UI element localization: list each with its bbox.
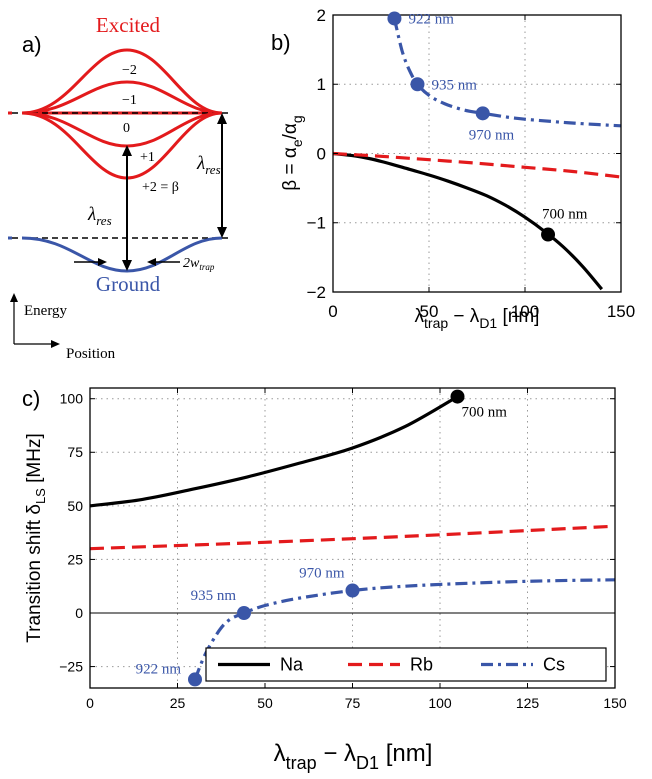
excited-label: Excited	[96, 13, 161, 37]
panel-c-series-group	[90, 395, 615, 681]
panel-b-y-tick-label: −2	[307, 283, 326, 302]
panel-c-x-tick-label: 75	[345, 695, 361, 711]
energy-axis-head	[10, 293, 18, 302]
panel-b-beta-chart: 0 50 100 150 −2 −1 0 1 2 b) 922 nm 935 nm 970 nm 700 …	[271, 6, 635, 331]
panel-c-series-na	[90, 395, 459, 508]
excited-level-p1	[21, 111, 223, 148]
level-label-p1: +1	[140, 150, 155, 165]
panel-c-y-axis-label: Transition shift δLS [MHz]	[24, 433, 48, 643]
panel-b-marker-label: 935 nm	[431, 77, 477, 93]
panel-c-series-cs	[193, 578, 615, 681]
lambda-res-outer-label: λres	[196, 153, 221, 177]
panel-b-marker-700-nm	[541, 227, 556, 242]
excited-level-m1	[21, 80, 223, 115]
panel-b-x-axis-label: λtrap − λD1 [nm]	[415, 306, 540, 331]
panel-a-label: a)	[22, 32, 42, 57]
lambda-res-arrow-inner-head-top	[122, 145, 132, 156]
panel-b-x-tick-label: 100	[511, 302, 539, 321]
panel-b-y-tick-label: 0	[317, 144, 326, 163]
width-label: 2wtrap	[183, 256, 215, 272]
panel-b-series-na	[333, 151, 604, 291]
width-arrow-right-head	[147, 258, 156, 266]
panel-c-marker-label: 700 nm	[462, 405, 508, 421]
panel-c-x-tick-label: 150	[603, 695, 627, 711]
panel-c-legend-label-rb: Rb	[410, 655, 433, 675]
panel-b-x-tick-label: 150	[607, 302, 635, 321]
panel-b-label: b)	[271, 30, 291, 55]
panel-b-x-tick-label: 50	[420, 302, 439, 321]
lambda-res-arrow-inner-head-bottom	[122, 260, 132, 271]
panel-b-y-axis-label: β = αe/αg	[280, 115, 305, 190]
level-label-p2: +2 = β	[142, 180, 179, 195]
panel-b-y-tick-label: 2	[317, 6, 326, 25]
panel-c-marker-label: 970 nm	[299, 566, 345, 582]
panel-c-legend-label-cs: Cs	[543, 655, 565, 675]
position-label: Position	[66, 346, 116, 362]
panel-c-x-tick-label: 50	[257, 695, 273, 711]
panel-b-y-tick-label: 1	[317, 75, 326, 94]
panel-b-marker-970-nm	[475, 106, 490, 121]
ground-label: Ground	[96, 272, 161, 296]
lambda-res-inner-label: λres	[87, 204, 112, 228]
panel-c-y-tick-label: 50	[67, 498, 83, 514]
panel-a-schematic: a) Excited −2 −1 0 +1 +2 = β λres λres 2…	[8, 13, 232, 362]
panel-c-label: c)	[22, 386, 40, 411]
position-axis-head	[51, 340, 60, 348]
panel-c-y-tick-label: 100	[60, 391, 84, 407]
panel-b-marker-label: 970 nm	[469, 127, 515, 143]
width-arrow-left-head	[98, 258, 107, 266]
panel-b-x-tick-label: 0	[328, 302, 337, 321]
panel-c-legend: Na Rb Cs	[205, 647, 607, 682]
panel-c-y-tick-label: −25	[59, 658, 83, 674]
panel-c-marker-label: 935 nm	[191, 588, 237, 604]
panel-c-y-tick-label: 75	[67, 444, 83, 460]
panel-c-x-tick-label: 25	[170, 695, 186, 711]
level-label-0: 0	[123, 121, 130, 136]
excited-level-m2	[21, 48, 223, 115]
energy-label: Energy	[24, 303, 68, 319]
panel-c-marker-label: 922 nm	[136, 661, 182, 677]
panel-c-marker-935-nm	[237, 606, 251, 620]
lambda-res-arrow-outer-head-top	[217, 113, 227, 124]
panel-c-x-tick-label: 100	[428, 695, 452, 711]
panel-c-marker-700-nm	[450, 389, 465, 404]
panel-b-y-tick-label: −1	[307, 214, 326, 233]
ground-level	[21, 236, 223, 273]
panel-c-legend-label-na: Na	[280, 655, 304, 675]
panel-b-series-group	[333, 18, 621, 291]
panel-c-marker-922-nm	[188, 672, 202, 687]
panel-c-x-tick-label: 0	[86, 695, 94, 711]
panel-c-legend-box	[205, 647, 607, 682]
panel-b-marker-922-nm	[387, 11, 402, 26]
panel-c-marker-970-nm	[345, 583, 360, 598]
level-label-m2: −2	[122, 63, 137, 78]
panel-c-x-tick-label: 125	[516, 695, 540, 711]
panel-b-series-rb	[333, 151, 621, 179]
panel-c-y-tick-label: 0	[75, 605, 83, 621]
lambda-res-arrow-outer-head-bottom	[217, 227, 227, 238]
panel-b-series-cs	[392, 18, 621, 128]
panel-c-series-rb	[90, 524, 615, 551]
panel-c-y-tick-label: 25	[67, 551, 83, 567]
panel-b-marker-935-nm	[410, 77, 425, 92]
panel-c-x-axis-label: λtrap − λD1 [nm]	[274, 740, 433, 773]
level-label-m1: −1	[122, 93, 137, 108]
panel-c-shift-chart: 0 25 50 75 100 125 150 −25 0 25 50 75 100 c) 922 nm 935…	[22, 386, 627, 773]
panel-b-marker-label: 922 nm	[408, 11, 454, 27]
panel-b-marker-label: 700 nm	[542, 207, 588, 223]
